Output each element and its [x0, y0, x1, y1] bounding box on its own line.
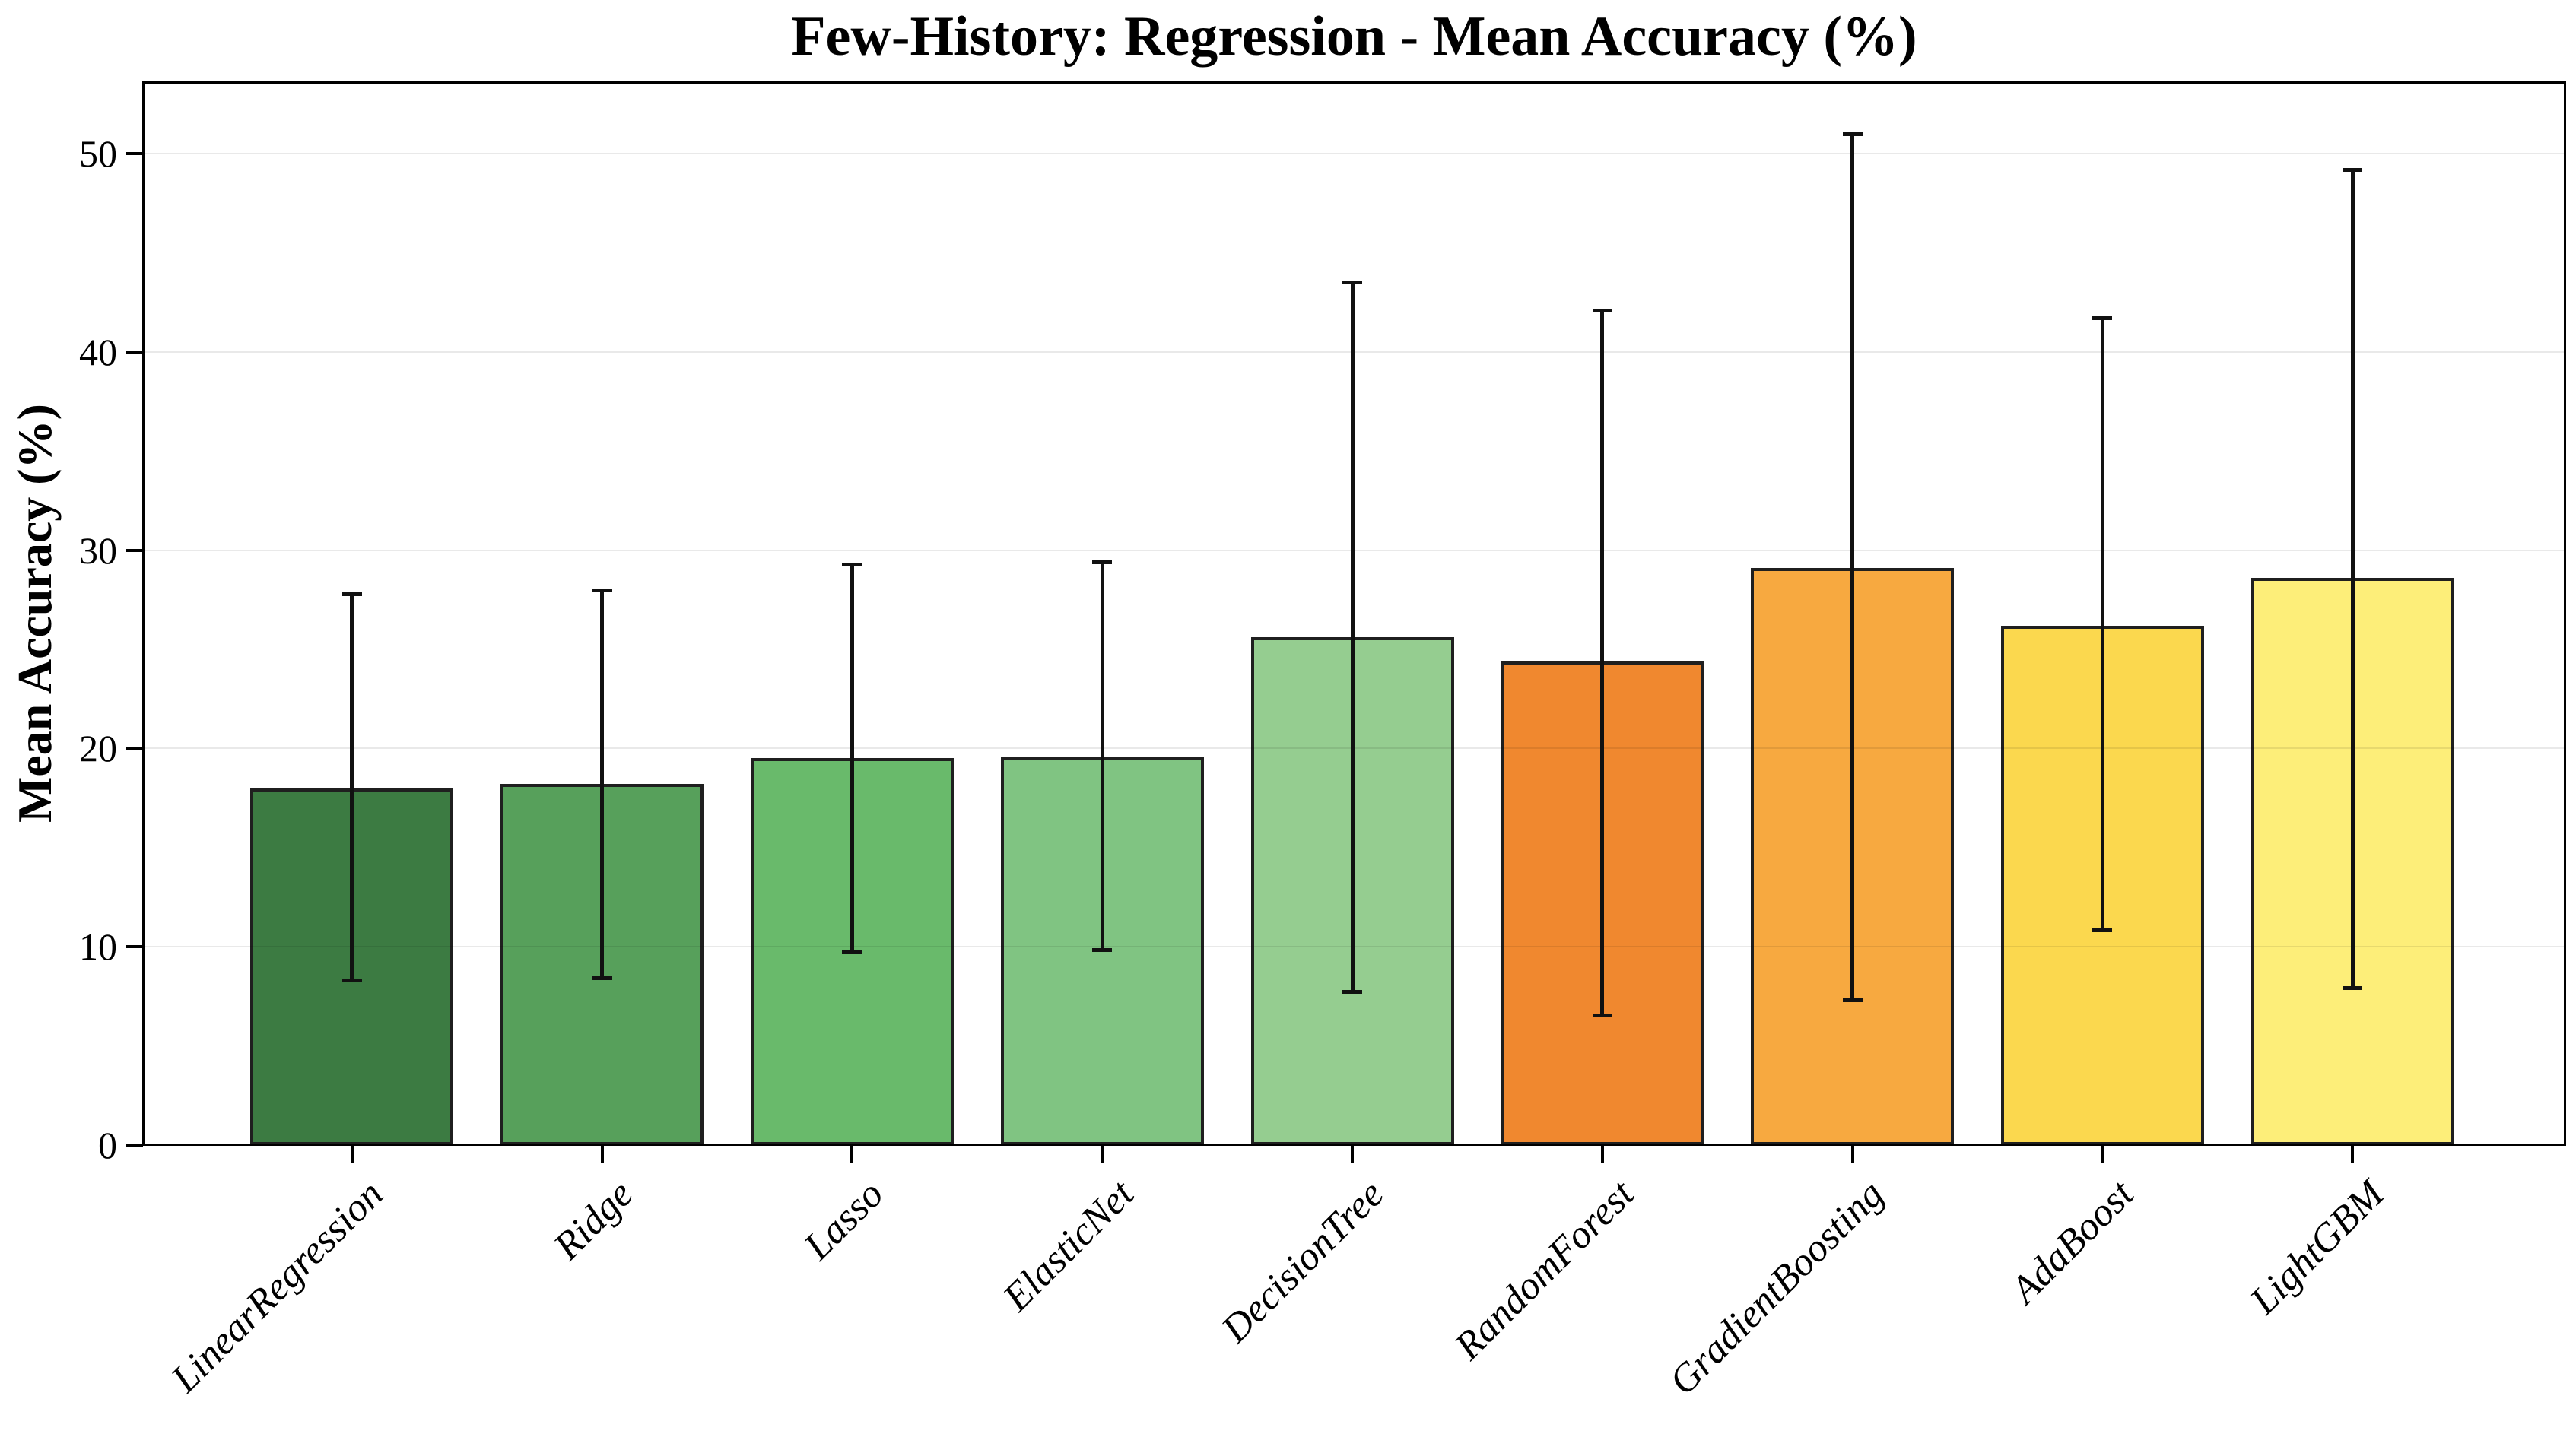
error-bar [2100, 318, 2104, 931]
chart-title: Few-History: Regression - Mean Accuracy … [791, 5, 1917, 68]
error-cap-top [1592, 308, 1612, 312]
x-tick [850, 1144, 854, 1163]
x-tick-label: Ridge [545, 1172, 642, 1268]
error-bar [1100, 562, 1104, 951]
x-tick [1351, 1144, 1355, 1163]
y-tick [126, 945, 143, 949]
error-cap-bottom [2343, 985, 2363, 990]
y-tick-label: 40 [79, 330, 117, 373]
y-tick-label: 0 [98, 1124, 117, 1166]
x-tick-label: LightGBM [2241, 1172, 2393, 1323]
y-tick [126, 1144, 143, 1147]
error-bar [350, 593, 354, 981]
x-tick [1600, 1144, 1604, 1163]
error-cap-top [1842, 132, 1863, 136]
error-cap-bottom [1092, 948, 1113, 953]
x-tick-label: LinearRegression [163, 1172, 392, 1401]
x-tick [2101, 1144, 2104, 1163]
error-cap-top [842, 562, 862, 566]
x-tick-label: DecisionTree [1213, 1172, 1393, 1351]
error-bar [1850, 133, 1855, 1001]
y-tick [126, 548, 143, 552]
x-tick [350, 1144, 354, 1163]
error-cap-top [2343, 167, 2363, 172]
error-cap-bottom [1842, 998, 1863, 1002]
error-cap-top [1342, 281, 1363, 285]
y-axis-title: Mean Accuracy (%) [8, 404, 62, 823]
y-tick-label: 50 [79, 132, 117, 175]
y-tick-label: 10 [79, 925, 117, 969]
error-cap-top [592, 588, 612, 592]
error-cap-bottom [1592, 1014, 1612, 1018]
error-cap-bottom [592, 976, 612, 980]
x-tick-label: RandomForest [1446, 1172, 1642, 1369]
x-tick [1850, 1144, 1854, 1163]
error-cap-bottom [2092, 928, 2113, 933]
y-tick-label: 30 [79, 528, 117, 572]
error-cap-bottom [842, 950, 862, 954]
x-tick-label: Lasso [796, 1172, 892, 1269]
x-tick [2351, 1144, 2355, 1163]
error-cap-top [1092, 560, 1113, 565]
x-tick [600, 1144, 604, 1163]
y-tick-label: 20 [79, 727, 117, 770]
y-tick [126, 747, 143, 750]
x-tick [1101, 1144, 1104, 1163]
error-bar [1600, 309, 1605, 1017]
x-tick-label: GradientBoosting [1660, 1172, 1892, 1404]
error-bar [850, 563, 854, 953]
error-cap-top [341, 592, 362, 596]
error-bar [1350, 282, 1355, 993]
x-tick-label: ElasticNet [994, 1172, 1142, 1320]
error-bar [2350, 169, 2355, 988]
y-tick [126, 151, 143, 155]
y-tick [126, 350, 143, 354]
error-cap-bottom [341, 978, 362, 982]
error-bar [600, 589, 605, 979]
x-tick-label: AdaBoost [2003, 1172, 2142, 1312]
gridline [143, 152, 2565, 154]
error-cap-top [2092, 316, 2113, 321]
error-cap-bottom [1342, 990, 1363, 995]
